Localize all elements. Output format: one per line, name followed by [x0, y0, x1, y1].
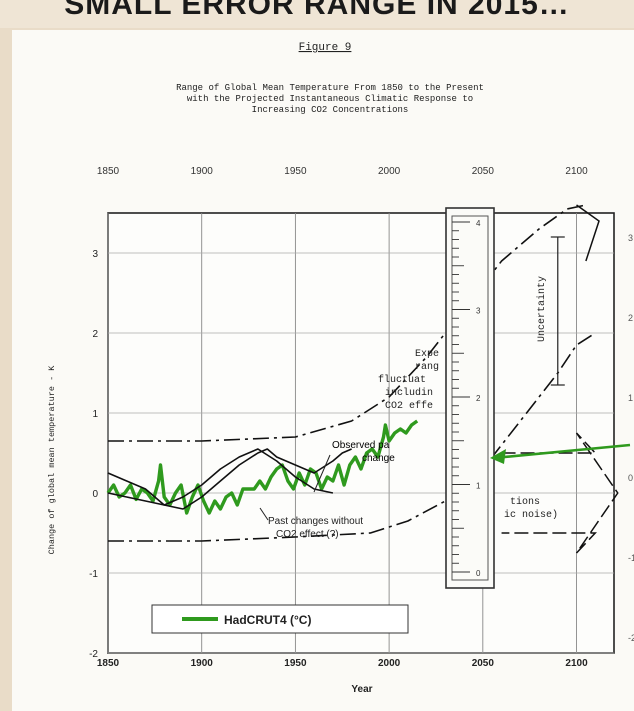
uncertainty-label: Uncertainty	[536, 276, 548, 342]
series-line-3	[108, 204, 587, 442]
plot-frame	[107, 212, 615, 654]
upper-arrow-tip	[576, 204, 600, 262]
top-tick-label: 1900	[191, 166, 214, 177]
figure-title-line: Range of Global Mean Temperature From 18…	[176, 83, 484, 93]
x-tick-label: 2100	[565, 658, 588, 669]
y-tick-label: 0	[92, 489, 98, 500]
top-tick-label: 2000	[378, 166, 401, 177]
annotation-expected-range: Expe	[415, 349, 439, 360]
annotation-natural-noise: ic noise)	[504, 509, 558, 521]
annotation-natural-noise: tions	[510, 496, 540, 508]
y-tick-label: -1	[89, 569, 98, 580]
ruler-tick-label: 2	[476, 394, 481, 403]
ruler-inner	[451, 215, 489, 581]
ruler-outer	[445, 207, 495, 589]
y-tick-label: 3	[92, 249, 98, 260]
green-pointer-arrow	[493, 443, 631, 460]
annotation-past-without-co2: Past changes without	[268, 516, 363, 527]
x-tick-label: 2050	[472, 658, 495, 669]
top-tick-label: 1950	[284, 166, 307, 177]
annotation-expected-range: includin	[385, 387, 433, 399]
right-tick-label: 2	[628, 313, 633, 323]
y-axis-label: Change of global mean temperature - K	[47, 365, 57, 555]
ruler-tick-label: 3	[476, 307, 481, 316]
past-leader-line	[259, 507, 269, 521]
ruler-tick-label: 4	[476, 219, 481, 228]
figure-label: Figure 9	[299, 42, 352, 54]
annotation-observed: Observed pa	[332, 440, 390, 451]
annotation-observed: change	[362, 453, 395, 464]
figure-title-line: with the Projected Instantaneous Climati…	[187, 94, 473, 104]
top-tick-label: 1850	[97, 166, 120, 177]
figure-paper: Figure 9 Range of Global Mean Temperature…	[12, 30, 634, 711]
x-tick-label: 1900	[191, 658, 214, 669]
x-tick-label: 2000	[378, 658, 401, 669]
figure-title-line: Increasing CO2 Concentrations	[252, 105, 409, 115]
legend-label-hadcrut4: HadCRUT4 (°C)	[224, 613, 311, 627]
right-tick-label: 3	[628, 233, 633, 243]
annotation-past-without-co2: CO2 effect (?)	[276, 529, 339, 540]
series-line-2	[107, 448, 334, 506]
y-tick-label: 2	[92, 329, 98, 340]
annotation-expected-range: fluctuat	[378, 374, 426, 386]
y-tick-label: 1	[92, 409, 98, 420]
green-pointer-arrowhead	[490, 449, 506, 464]
projection-arrow	[501, 432, 619, 554]
top-tick-label: 2100	[565, 166, 588, 177]
chart: Figure 9 Range of Global Mean Temperature…	[47, 42, 634, 695]
y-tick-label: -2	[89, 649, 98, 660]
observed-leader-line	[313, 454, 331, 493]
annotation-expected-range: CO2 effe	[385, 400, 433, 412]
series-line-hadcrut4	[106, 419, 419, 515]
right-tick-label: -2	[628, 633, 634, 643]
x-axis-label: Year	[351, 684, 372, 695]
right-tick-label: -1	[628, 553, 634, 563]
series-line-4	[108, 332, 596, 542]
top-tick-label: 2050	[472, 166, 495, 177]
ruler-tick-label: 0	[476, 569, 481, 578]
ruler-tick-label: 1	[476, 482, 481, 491]
right-tick-label: 0	[628, 473, 633, 483]
series-line-1	[107, 448, 352, 510]
banner-title: SMALL ERROR RANGE IN 2015…	[0, 0, 634, 28]
x-tick-label: 1950	[284, 658, 307, 669]
right-tick-label: 1	[628, 393, 633, 403]
x-tick-label: 1850	[97, 658, 120, 669]
annotation-expected-range: rang	[415, 362, 439, 373]
